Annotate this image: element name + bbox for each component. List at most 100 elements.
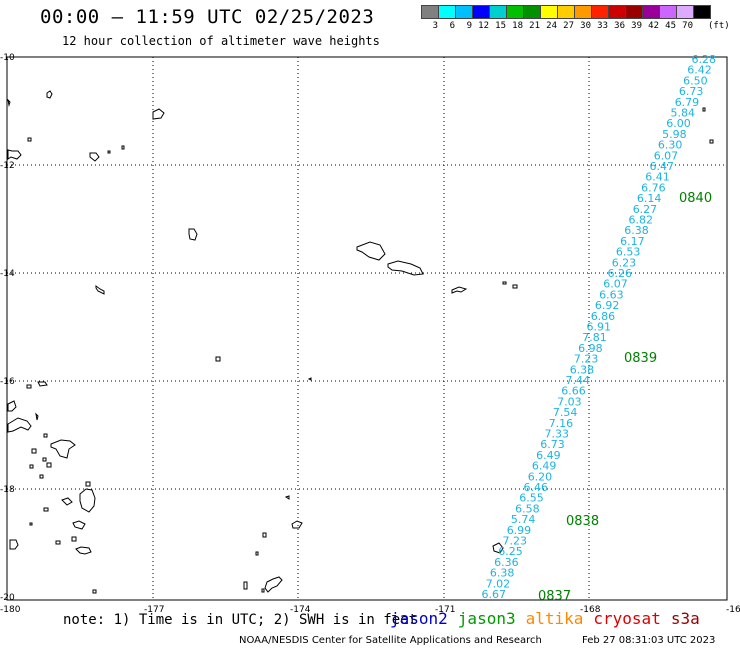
legend-label: 27	[563, 21, 574, 31]
time-label: 0840	[679, 191, 712, 206]
wave-height-value: 6.66	[561, 385, 586, 398]
time-label: 0838	[566, 514, 599, 529]
wave-height-value: 7.23	[503, 535, 528, 548]
wave-height-value: 6.26	[608, 267, 633, 280]
wave-height-value: 6.38	[570, 363, 595, 376]
wave-height-value: 6.86	[591, 310, 616, 323]
legend-label: 21	[529, 21, 540, 31]
wave-height-value: 6.14	[637, 192, 662, 205]
wave-height-value: 7.16	[549, 417, 574, 430]
lon-label: -174	[290, 605, 311, 615]
legend-unit: (ft)	[708, 21, 730, 31]
wave-height-value: 6.91	[587, 321, 612, 334]
wave-height-value: 6.53	[616, 246, 641, 259]
wave-height-value: 6.98	[578, 342, 603, 355]
satellite-name: s3a	[670, 609, 700, 628]
wave-height-value: 6.49	[536, 449, 561, 462]
lon-label: -180	[0, 605, 21, 615]
wave-height-value: 6.20	[528, 470, 553, 483]
satellite-name: altika	[525, 609, 584, 628]
wave-height-value: 5.74	[511, 513, 536, 526]
wave-height-value: 6.28	[692, 53, 717, 66]
wave-height-value: 6.73	[540, 438, 565, 451]
legend-label: 18	[512, 21, 523, 31]
altimeter-track: 6.286.426.506.736.795.846.005.986.306.07…	[482, 53, 717, 601]
graticule	[7, 57, 727, 600]
lat-label: -20	[0, 593, 15, 603]
wave-height-value: 7.54	[553, 406, 578, 419]
lon-label: -171	[435, 605, 455, 615]
lat-label: -10	[0, 53, 15, 63]
coastlines	[7, 90, 714, 594]
wave-height-value: 6.23	[612, 256, 637, 269]
legend-label: 6	[449, 21, 455, 31]
time-label: 0839	[624, 351, 657, 366]
color-legend-labels: 3 6 9 12 15 18 21 24 27 30 33 36 39 42 45 70	[421, 21, 693, 31]
lon-label: -177	[144, 605, 164, 615]
wave-height-value: 6.67	[482, 588, 507, 601]
wave-height-value: 6.49	[532, 460, 557, 473]
wave-height-value: 6.50	[683, 74, 708, 87]
wave-height-value: 7.33	[545, 428, 570, 441]
wave-height-value: 6.36	[494, 556, 519, 569]
legend-label: 42	[648, 21, 659, 31]
legend-label: 12	[478, 21, 489, 31]
lat-label: -14	[0, 269, 15, 279]
lat-labels: -10 -12 -14 -16 -18 -20	[0, 53, 15, 603]
lat-label: -12	[0, 161, 15, 171]
wave-height-value: 5.84	[671, 107, 696, 120]
wave-height-value: 6.17	[620, 235, 645, 248]
legend-label: 36	[614, 21, 625, 31]
legend-label: 24	[546, 21, 557, 31]
legend-label: 15	[495, 21, 506, 31]
satellite-name: jason2	[390, 609, 448, 628]
wave-height-value: 7.44	[566, 374, 591, 387]
wave-height-value: 6.92	[595, 299, 620, 312]
wave-height-value: 6.27	[633, 203, 658, 216]
wave-height-value: 6.00	[666, 117, 691, 130]
wave-height-value: 6.07	[654, 149, 679, 162]
lon-label: -168	[580, 605, 601, 615]
wave-height-value: 6.41	[645, 171, 670, 184]
legend-label: 45	[665, 21, 676, 31]
wave-height-value: 6.25	[498, 545, 523, 558]
track-time-labels: 0840 0839 0838 0837	[538, 191, 712, 604]
wave-height-value: 6.38	[624, 224, 649, 237]
color-legend	[421, 5, 711, 19]
legend-label: 70	[682, 21, 693, 31]
wave-height-value: 7.23	[574, 353, 599, 366]
wave-height-value: 5.98	[662, 128, 687, 141]
wave-height-value: 6.30	[658, 139, 683, 152]
satellite-name: cryosat	[593, 609, 661, 628]
wave-height-value: 6.42	[687, 64, 712, 77]
legend-label: 33	[597, 21, 608, 31]
wave-height-value: 7.81	[582, 331, 607, 344]
lat-label: -18	[0, 485, 15, 495]
wave-height-value: 6.38	[490, 567, 515, 580]
wave-height-value: 6.47	[650, 160, 675, 173]
lat-label: -16	[0, 377, 15, 387]
lon-labels: -180 -177 -174 -171 -168 -16	[0, 605, 740, 615]
wave-height-value: 6.55	[519, 492, 544, 505]
wave-height-value: 6.79	[675, 96, 700, 109]
wave-height-value: 6.73	[679, 85, 704, 98]
wave-height-value: 7.03	[557, 395, 582, 408]
legend-label: 3	[432, 21, 438, 31]
wave-height-value: 6.58	[515, 502, 540, 515]
satellite-legend: jason2 jason3 altika cryosat s3a	[390, 609, 710, 628]
footer-note: note: 1) Time is in UTC; 2) SWH is in fe…	[63, 612, 418, 628]
chart-subtitle: 12 hour collection of altimeter wave hei…	[62, 34, 380, 48]
wave-height-value: 6.63	[599, 288, 624, 301]
chart-title: 00:00 – 11:59 UTC 02/25/2023	[40, 6, 375, 28]
wave-height-value: 6.76	[641, 181, 666, 194]
wave-height-value: 6.99	[507, 524, 532, 537]
time-label: 0837	[538, 589, 571, 604]
map-frame	[6, 56, 728, 601]
generated-timestamp: Feb 27 08:31:03 UTC 2023	[582, 635, 716, 646]
wave-height-value: 6.82	[629, 214, 654, 227]
wave-height-value: 6.46	[524, 481, 549, 494]
legend-label: 9	[466, 21, 472, 31]
credits: NOAA/NESDIS Center for Satellite Applica…	[239, 635, 542, 646]
wave-height-value: 6.07	[603, 278, 628, 291]
